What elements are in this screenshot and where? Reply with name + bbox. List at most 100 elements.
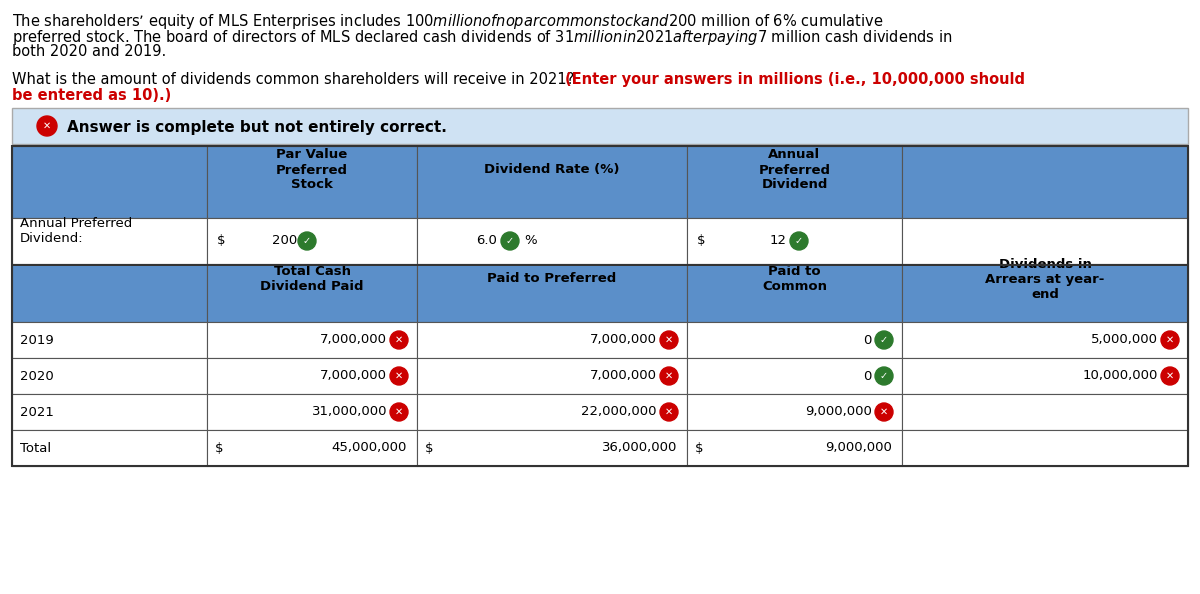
Bar xyxy=(208,430,418,466)
Bar xyxy=(686,218,902,264)
Text: be entered as 10).): be entered as 10).) xyxy=(12,88,172,103)
Text: $: $ xyxy=(217,235,226,248)
Bar xyxy=(686,358,902,394)
Bar xyxy=(208,264,418,266)
Bar xyxy=(686,430,902,466)
Bar xyxy=(208,218,418,264)
Text: $: $ xyxy=(215,441,223,454)
Bar xyxy=(12,264,1188,266)
Text: 200: 200 xyxy=(271,235,298,248)
Text: ✕: ✕ xyxy=(395,407,403,417)
Bar xyxy=(12,430,208,466)
Text: What is the amount of dividends common shareholders will receive in 2021?: What is the amount of dividends common s… xyxy=(12,72,578,87)
Bar xyxy=(12,264,208,266)
Text: 0: 0 xyxy=(864,369,872,383)
Text: 7,000,000: 7,000,000 xyxy=(590,333,658,346)
Bar xyxy=(418,146,686,218)
Circle shape xyxy=(298,232,316,250)
Circle shape xyxy=(390,403,408,421)
Text: 7,000,000: 7,000,000 xyxy=(320,369,386,383)
Bar xyxy=(12,394,208,430)
Text: %: % xyxy=(524,235,536,248)
Circle shape xyxy=(875,331,893,349)
Text: 22,000,000: 22,000,000 xyxy=(582,406,658,419)
Text: Par Value
Preferred
Stock: Par Value Preferred Stock xyxy=(276,148,348,191)
Text: Dividends in
Arrears at year-
end: Dividends in Arrears at year- end xyxy=(985,258,1105,301)
Text: 31,000,000: 31,000,000 xyxy=(312,406,386,419)
Bar xyxy=(902,322,1188,358)
Bar xyxy=(686,322,902,358)
Text: ✓: ✓ xyxy=(880,371,888,381)
Bar xyxy=(12,218,208,264)
Circle shape xyxy=(660,367,678,385)
Bar xyxy=(12,358,208,394)
Bar xyxy=(418,264,686,266)
Text: 0: 0 xyxy=(864,333,872,346)
Text: Annual
Preferred
Dividend: Annual Preferred Dividend xyxy=(758,148,830,191)
Circle shape xyxy=(660,331,678,349)
Text: ✕: ✕ xyxy=(395,371,403,381)
Bar xyxy=(686,264,902,322)
Bar xyxy=(418,394,686,430)
Bar xyxy=(418,430,686,466)
Text: 2019: 2019 xyxy=(20,333,54,346)
Bar xyxy=(902,218,1188,264)
Circle shape xyxy=(390,367,408,385)
Text: (Enter your answers in millions (i.e., 10,000,000 should: (Enter your answers in millions (i.e., 1… xyxy=(565,72,1025,87)
Bar xyxy=(902,394,1188,430)
Text: Paid to Preferred: Paid to Preferred xyxy=(487,273,617,286)
Bar xyxy=(902,264,1188,322)
Circle shape xyxy=(875,403,893,421)
Bar xyxy=(12,322,208,358)
Bar xyxy=(902,358,1188,394)
Text: ✓: ✓ xyxy=(794,236,803,246)
Text: ✓: ✓ xyxy=(506,236,514,246)
Text: 36,000,000: 36,000,000 xyxy=(601,441,677,454)
Bar xyxy=(902,264,1188,266)
Bar xyxy=(418,218,686,264)
Bar xyxy=(208,322,418,358)
Circle shape xyxy=(875,367,893,385)
Text: The shareholders’ equity of MLS Enterprises includes $100 million of no par comm: The shareholders’ equity of MLS Enterpri… xyxy=(12,12,883,31)
Text: ✕: ✕ xyxy=(665,371,673,381)
Bar xyxy=(12,264,208,322)
Text: $: $ xyxy=(697,235,706,248)
Bar xyxy=(208,146,418,218)
Text: 9,000,000: 9,000,000 xyxy=(826,441,892,454)
Text: ✕: ✕ xyxy=(395,335,403,345)
Bar xyxy=(208,264,418,322)
Text: 7,000,000: 7,000,000 xyxy=(590,369,658,383)
Text: ✕: ✕ xyxy=(43,121,52,131)
Text: 9,000,000: 9,000,000 xyxy=(805,406,872,419)
Text: ✕: ✕ xyxy=(1166,335,1174,345)
Text: Total: Total xyxy=(20,441,52,454)
Bar xyxy=(686,146,902,218)
Text: 45,000,000: 45,000,000 xyxy=(331,441,407,454)
Text: $: $ xyxy=(425,441,433,454)
Bar xyxy=(902,430,1188,466)
Bar xyxy=(686,264,902,266)
Text: ✓: ✓ xyxy=(880,335,888,345)
Circle shape xyxy=(1162,331,1178,349)
Text: Paid to
Common: Paid to Common xyxy=(762,265,827,293)
Text: 5,000,000: 5,000,000 xyxy=(1091,333,1158,346)
Text: 7,000,000: 7,000,000 xyxy=(320,333,386,346)
Circle shape xyxy=(37,116,58,136)
Circle shape xyxy=(790,232,808,250)
Circle shape xyxy=(390,331,408,349)
Bar xyxy=(418,322,686,358)
Text: ✕: ✕ xyxy=(1166,371,1174,381)
Bar xyxy=(12,108,1188,144)
Text: 2021: 2021 xyxy=(20,406,54,419)
Bar xyxy=(208,394,418,430)
Text: ✕: ✕ xyxy=(665,407,673,417)
Text: 2020: 2020 xyxy=(20,369,54,383)
Text: Annual Preferred
Dividend:: Annual Preferred Dividend: xyxy=(20,217,132,245)
Bar xyxy=(686,394,902,430)
Circle shape xyxy=(1162,367,1178,385)
Text: ✕: ✕ xyxy=(880,407,888,417)
Text: $: $ xyxy=(695,441,703,454)
Text: both 2020 and 2019.: both 2020 and 2019. xyxy=(12,44,167,59)
Bar xyxy=(902,146,1188,218)
Text: Dividend Rate (%): Dividend Rate (%) xyxy=(485,163,619,176)
